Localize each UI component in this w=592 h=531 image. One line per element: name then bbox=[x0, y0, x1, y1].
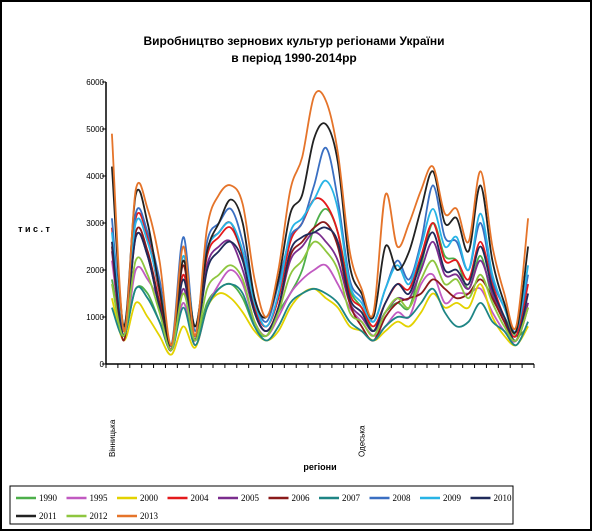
y-tick-label: 1000 bbox=[86, 313, 104, 322]
y-tick-label: 0 bbox=[100, 360, 105, 369]
y-tick-label: 4000 bbox=[86, 172, 104, 181]
legend-label: 2008 bbox=[393, 493, 412, 503]
series-line-2013 bbox=[111, 90, 529, 347]
series-line-2007 bbox=[111, 283, 529, 351]
category-labels: Вінницька Одеська bbox=[108, 419, 367, 457]
y-tick-label: 2000 bbox=[86, 266, 104, 275]
y-tick-label: 5000 bbox=[86, 125, 104, 134]
y-ticks: 0 1000 2000 3000 4000 5000 6000 bbox=[86, 78, 106, 369]
series-layer bbox=[111, 90, 529, 356]
y-tick-label: 3000 bbox=[86, 219, 104, 228]
category-label: Вінницька bbox=[108, 419, 117, 457]
legend-label: 2013 bbox=[140, 511, 159, 521]
legend-label: 2010 bbox=[494, 493, 513, 503]
legend-label: 1990 bbox=[39, 493, 58, 503]
legend-label: 2009 bbox=[443, 493, 462, 503]
series-line-2012 bbox=[111, 240, 529, 351]
legend-label: 2005 bbox=[241, 493, 260, 503]
y-axis-title: т и с . т bbox=[18, 224, 50, 234]
legend-label: 2000 bbox=[140, 493, 159, 503]
legend-label: 2004 bbox=[191, 493, 210, 503]
chart-title: Виробництво зернових культур регіонами У… bbox=[143, 34, 444, 48]
legend: 1990 1995 2000 2004 2005 2006 2007 2008 2009 2010… bbox=[16, 493, 512, 521]
legend-box bbox=[9, 485, 514, 525]
legend-label: 2006 bbox=[292, 493, 311, 503]
series-line-1995 bbox=[111, 260, 529, 351]
series-line-2000 bbox=[111, 283, 529, 356]
x-axis-title: регіони bbox=[303, 462, 336, 472]
legend-label: 2007 bbox=[342, 493, 361, 503]
chart-subtitle: в період 1990-2014рр bbox=[231, 51, 356, 65]
y-tick-label: 6000 bbox=[86, 78, 104, 87]
legend-label: 1995 bbox=[90, 493, 109, 503]
legend-label: 2011 bbox=[39, 511, 57, 521]
category-label: Одеська bbox=[358, 425, 367, 457]
legend-label: 2012 bbox=[90, 511, 108, 521]
x-ticks bbox=[105, 364, 535, 368]
